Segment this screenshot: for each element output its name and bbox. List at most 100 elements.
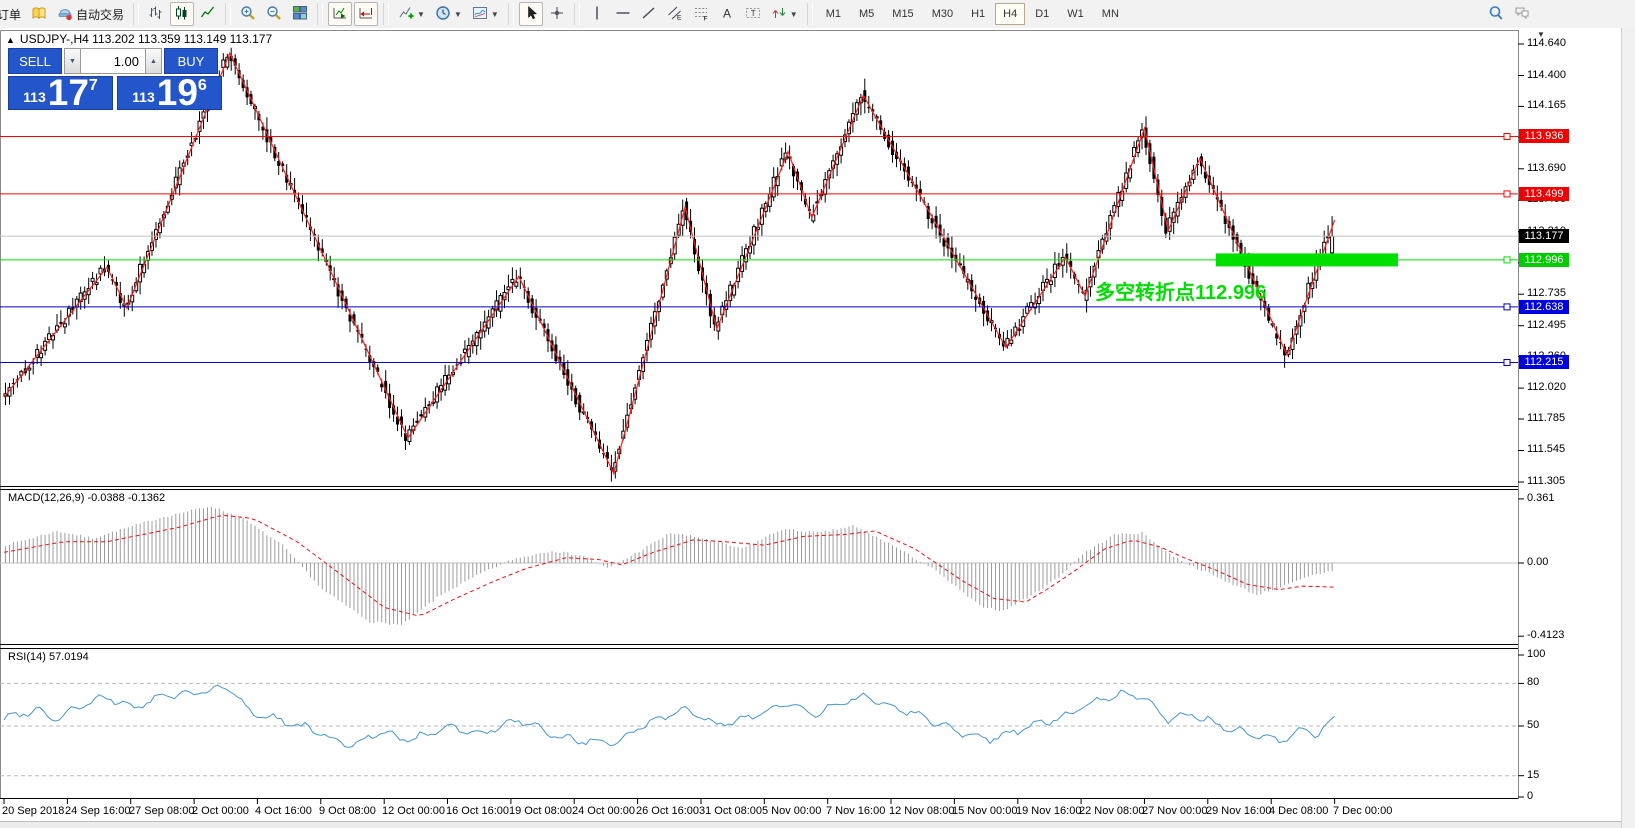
price-axis-label: 114.165 — [1527, 99, 1566, 111]
tile-windows-button[interactable] — [288, 2, 312, 26]
time-axis-label: 4 Oct 16:00 — [255, 805, 312, 817]
buy-button[interactable]: BUY — [164, 48, 218, 74]
crosshair-button[interactable] — [545, 2, 569, 26]
price-axis-label: 111.305 — [1527, 475, 1566, 487]
periods-icon — [435, 5, 451, 24]
horizontal-line-button[interactable] — [611, 2, 635, 26]
svg-text:A: A — [723, 6, 731, 20]
arrows-button[interactable]: ▼ — [767, 2, 802, 26]
new-order-button[interactable]: 订单 — [0, 2, 25, 26]
chart-shift-icon — [358, 5, 374, 24]
rsi-indicator-label: RSI(14) 57.0194 — [8, 651, 89, 663]
timeframe-M30-button[interactable]: M30 — [931, 8, 954, 20]
chart-title: ▲ USDJPY-,H4 113.202 113.359 113.149 113.… — [6, 32, 272, 46]
candlestick-chart-button[interactable] — [170, 2, 195, 26]
buy-price-point: 6 — [197, 77, 207, 94]
dropdown-arrow-icon[interactable]: ▼ — [417, 9, 425, 19]
time-axis-label: 7 Dec 00:00 — [1333, 805, 1393, 817]
market-watch-button[interactable] — [27, 2, 51, 26]
time-axis-label: 31 Oct 08:00 — [699, 805, 762, 817]
collapse-panel-icon[interactable]: ▲ — [6, 35, 15, 45]
text-button[interactable]: A — [715, 2, 739, 26]
toolbar-separator — [573, 3, 580, 25]
cursor-button[interactable] — [518, 2, 543, 26]
zoom-out-icon — [266, 5, 282, 24]
rsi-axis-label: 15 — [1527, 769, 1540, 781]
time-axis-label: 12 Oct 00:00 — [382, 805, 445, 817]
candlestick-chart-icon — [174, 5, 190, 24]
chart-shift-button[interactable] — [354, 2, 379, 26]
volume-input[interactable] — [81, 48, 145, 74]
tile-windows-icon — [292, 5, 308, 24]
timeframe-H1-button[interactable]: H1 — [971, 8, 986, 20]
timeframe-M15-button[interactable]: M15 — [892, 8, 914, 20]
dropdown-arrow-icon[interactable]: ▼ — [789, 9, 798, 19]
autotrading-button[interactable]: 自动交易 — [53, 2, 128, 26]
cursor-icon — [523, 5, 539, 24]
price-tag: 112.638 — [1519, 300, 1569, 314]
price-tag: 112.996 — [1519, 253, 1569, 267]
text-label-button[interactable]: T — [741, 2, 765, 26]
price-axis-label: 114.640 — [1527, 37, 1566, 49]
timeframe-MN-button[interactable]: MN — [1101, 8, 1119, 20]
arrows-icon — [771, 5, 787, 24]
macd-axis-label: -0.4123 — [1527, 629, 1565, 641]
volume-increase-button[interactable]: ▲ — [145, 48, 162, 74]
zoom-out-button[interactable] — [262, 2, 286, 26]
indicators-button[interactable]: ▼ — [394, 2, 429, 26]
dropdown-arrow-icon[interactable]: ▼ — [490, 9, 499, 19]
text-icon: A — [719, 5, 735, 24]
svg-text:E: E — [677, 14, 682, 21]
dropdown-arrow-icon[interactable]: ▼ — [453, 9, 462, 19]
sell-price-display[interactable]: 113 17 7 — [8, 74, 113, 111]
zoom-in-button[interactable] — [236, 2, 260, 26]
vertical-line-icon — [589, 5, 605, 24]
fibonacci-button[interactable]: F — [689, 2, 713, 26]
price-axis-label: 113.690 — [1527, 162, 1566, 174]
buy-price-pips: 19 — [156, 72, 198, 113]
periods-button[interactable]: ▼ — [431, 2, 466, 26]
bar-chart-button[interactable] — [144, 2, 168, 26]
volume-stepper: ▼ ▲ — [64, 48, 162, 74]
search-button[interactable] — [1484, 2, 1508, 26]
timeframe-W1-button[interactable]: W1 — [1067, 8, 1084, 20]
time-axis-label: 22 Nov 08:00 — [1079, 805, 1145, 817]
buy-price-figure: 113 — [132, 89, 155, 105]
toolbar-separator — [507, 3, 514, 25]
timeframe-D1-button[interactable]: D1 — [1035, 8, 1050, 20]
time-axis-label: 26 Oct 16:00 — [636, 805, 699, 817]
timeframe-M1-button[interactable]: M1 — [825, 8, 841, 20]
timeframe-M5-button[interactable]: M5 — [859, 8, 875, 20]
vertical-line-button[interactable] — [585, 2, 609, 26]
price-axis-label: 112.020 — [1527, 381, 1566, 393]
equidistant-channel-icon: E — [667, 5, 683, 24]
toolbar-separator — [806, 3, 813, 25]
volume-decrease-button[interactable]: ▼ — [64, 48, 81, 74]
auto-scroll-button[interactable] — [328, 2, 353, 26]
equidistant-channel-button[interactable]: E — [663, 2, 687, 26]
sell-button[interactable]: SELL — [8, 48, 62, 74]
templates-button[interactable]: ▼ — [468, 2, 503, 26]
time-axis-label: 27 Sep 08:00 — [129, 805, 195, 817]
rsi-axis-label: 50 — [1527, 719, 1540, 731]
price-tag: 113.499 — [1519, 187, 1569, 201]
buy-price-display[interactable]: 113 19 6 — [117, 72, 222, 113]
timeframe-H4-button[interactable]: H4 — [995, 3, 1026, 25]
line-chart-button[interactable] — [196, 2, 220, 26]
chat-icon — [1514, 5, 1530, 24]
rsi-axis-label: 0 — [1527, 790, 1534, 802]
trendline-button[interactable] — [637, 2, 661, 26]
price-tag: 113.936 — [1519, 129, 1569, 143]
chat-button[interactable] — [1510, 2, 1534, 26]
macd-axis-label: 0.00 — [1527, 556, 1549, 568]
chart-menu-icon[interactable]: ▼ — [1537, 30, 1545, 39]
time-axis-label: 27 Nov 00:00 — [1142, 805, 1208, 817]
price-tag: 112.215 — [1519, 355, 1569, 369]
time-axis-label: 15 Nov 00:00 — [952, 805, 1018, 817]
market-watch-icon — [31, 5, 47, 24]
search-icon — [1488, 5, 1504, 24]
time-axis-label: 29 Nov 16:00 — [1206, 805, 1272, 817]
time-axis-label: 4 Dec 08:00 — [1269, 805, 1329, 817]
autotrading-button-label: 自动交易 — [76, 7, 125, 22]
